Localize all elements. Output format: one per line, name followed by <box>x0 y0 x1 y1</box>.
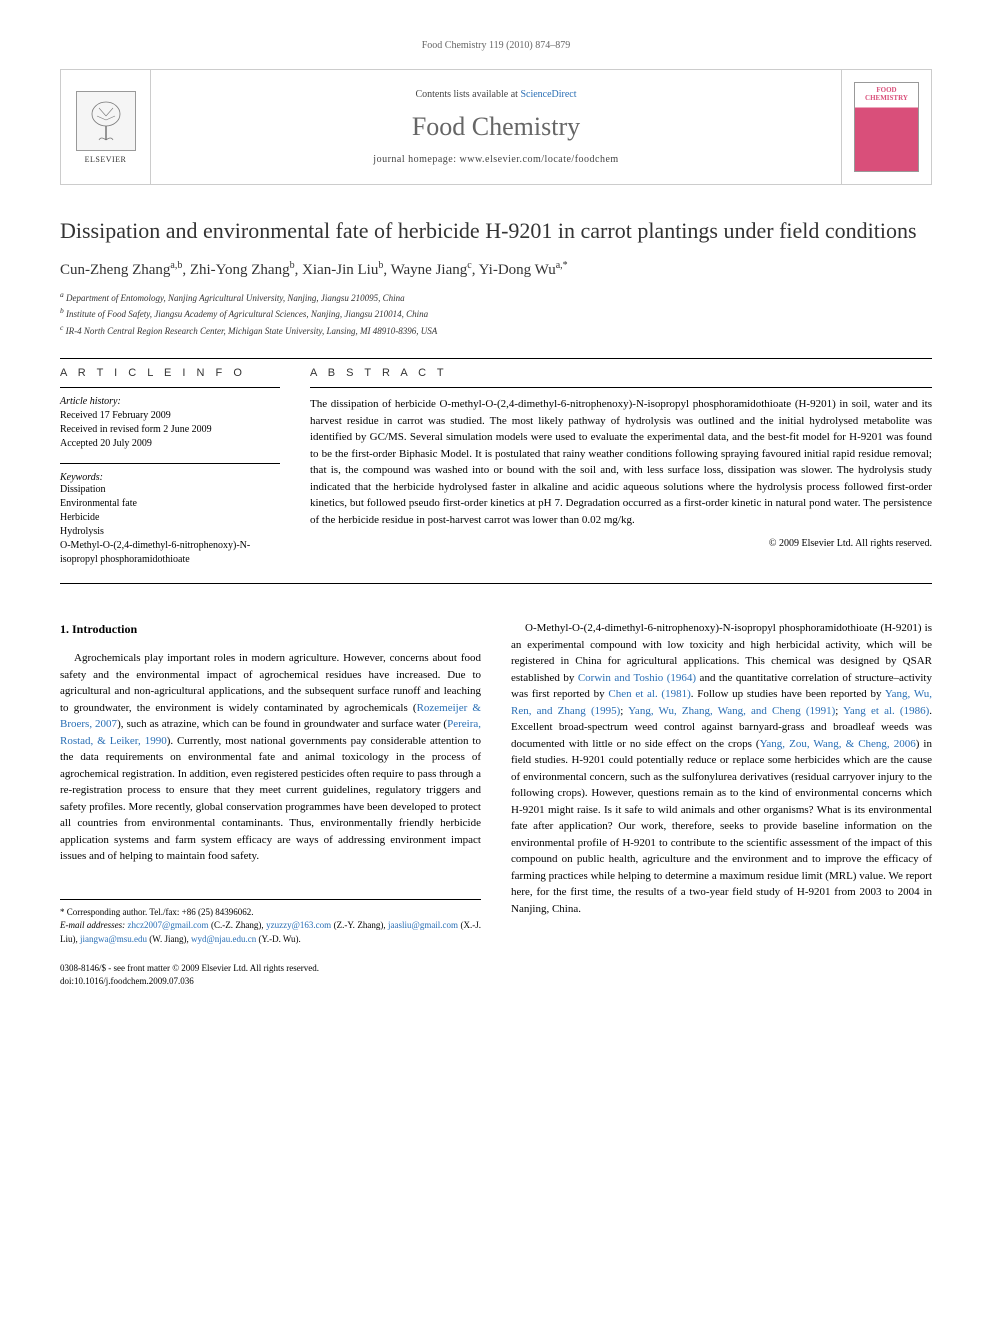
contents-line: Contents lists available at ScienceDirec… <box>161 89 831 100</box>
journal-cover: FOOD CHEMISTRY <box>841 70 931 184</box>
citation-link[interactable]: Yang et al. (1986) <box>843 705 929 717</box>
abstract-copyright: © 2009 Elsevier Ltd. All rights reserved… <box>310 538 932 549</box>
abstract-divider <box>310 387 932 388</box>
affiliations: a Department of Entomology, Nanjing Agri… <box>60 289 932 339</box>
email-link[interactable]: zhcz2007@gmail.com <box>128 920 209 930</box>
running-head: Food Chemistry 119 (2010) 874–879 <box>60 40 932 51</box>
citation-link[interactable]: Yang, Zou, Wang, & Cheng, 2006 <box>760 738 916 750</box>
article-title: Dissipation and environmental fate of he… <box>60 217 932 246</box>
section-1-heading: 1. Introduction <box>60 620 481 638</box>
divider-bottom <box>60 583 932 584</box>
affiliation: c IR-4 North Central Region Research Cen… <box>60 322 932 339</box>
info-divider-1 <box>60 387 280 388</box>
author: Yi-Dong Wua,* <box>479 262 568 278</box>
footer-line-2: doi:10.1016/j.foodchem.2009.07.036 <box>60 975 932 988</box>
keyword: Hydrolysis <box>60 525 280 539</box>
contents-prefix: Contents lists available at <box>415 89 520 100</box>
journal-header: ELSEVIER Contents lists available at Sci… <box>60 69 932 185</box>
cover-thumbnail: FOOD CHEMISTRY <box>854 82 919 172</box>
elsevier-tree-icon <box>76 91 136 151</box>
keywords-label: Keywords: <box>60 472 280 483</box>
affiliation: b Institute of Food Safety, Jiangsu Acad… <box>60 305 932 322</box>
cover-title: FOOD CHEMISTRY <box>855 87 918 102</box>
citation-link[interactable]: Corwin and Toshio (1964) <box>578 672 696 684</box>
email-link[interactable]: jaasliu@gmail.com <box>388 920 458 930</box>
intro-para-1: Agrochemicals play important roles in mo… <box>60 650 481 865</box>
author: Zhi-Yong Zhangb <box>190 262 295 278</box>
abstract: A B S T R A C T The dissipation of herbi… <box>310 367 932 567</box>
homepage-line: journal homepage: www.elsevier.com/locat… <box>161 154 831 165</box>
info-divider-2 <box>60 463 280 464</box>
author: Cun-Zheng Zhanga,b <box>60 262 182 278</box>
author: Wayne Jiangc <box>391 262 472 278</box>
keyword: O-Methyl-O-(2,4-dimethyl-6-nitrophenoxy)… <box>60 539 280 567</box>
elsevier-logo: ELSEVIER <box>61 70 151 184</box>
email-link[interactable]: jiangwa@msu.edu <box>80 934 147 944</box>
keyword: Dissipation <box>60 483 280 497</box>
email-link[interactable]: yzuzzy@163.com <box>266 920 331 930</box>
citation-link[interactable]: Rozemeijer & Broers, 2007 <box>60 702 481 731</box>
citation-link[interactable]: Chen et al. (1981) <box>608 688 690 700</box>
homepage-url[interactable]: www.elsevier.com/locate/foodchem <box>460 154 619 165</box>
citation-link[interactable]: Yang, Wu, Zhang, Wang, and Cheng (1991) <box>628 705 835 717</box>
info-heading: A R T I C L E I N F O <box>60 367 280 379</box>
affiliation: a Department of Entomology, Nanjing Agri… <box>60 289 932 306</box>
homepage-prefix: journal homepage: <box>373 154 459 165</box>
abstract-heading: A B S T R A C T <box>310 367 932 379</box>
history-item: Accepted 20 July 2009 <box>60 437 280 451</box>
footer-line-1: 0308-8146/$ - see front matter © 2009 El… <box>60 962 932 975</box>
body-col-left: 1. Introduction Agrochemicals play impor… <box>60 620 481 946</box>
info-abstract-row: A R T I C L E I N F O Article history: R… <box>60 367 932 567</box>
article-info: A R T I C L E I N F O Article history: R… <box>60 367 280 567</box>
email-link[interactable]: wyd@njau.edu.cn <box>191 934 256 944</box>
journal-name: Food Chemistry <box>161 112 831 142</box>
email-addresses: E-mail addresses: zhcz2007@gmail.com (C.… <box>60 919 481 946</box>
authors: Cun-Zheng Zhanga,b, Zhi-Yong Zhangb, Xia… <box>60 260 932 279</box>
history-item: Received in revised form 2 June 2009 <box>60 423 280 437</box>
header-center: Contents lists available at ScienceDirec… <box>151 70 841 184</box>
elsevier-label: ELSEVIER <box>85 155 127 164</box>
footnotes: * Corresponding author. Tel./fax: +86 (2… <box>60 899 481 947</box>
emails-label: E-mail addresses: <box>60 920 125 930</box>
keyword: Herbicide <box>60 511 280 525</box>
keyword: Environmental fate <box>60 497 280 511</box>
footer: 0308-8146/$ - see front matter © 2009 El… <box>60 962 932 987</box>
intro-para-2: O-Methyl-O-(2,4-dimethyl-6-nitrophenoxy)… <box>511 620 932 917</box>
divider-top <box>60 358 932 359</box>
body-col-right: O-Methyl-O-(2,4-dimethyl-6-nitrophenoxy)… <box>511 620 932 946</box>
history-item: Received 17 February 2009 <box>60 409 280 423</box>
body-columns: 1. Introduction Agrochemicals play impor… <box>60 620 932 946</box>
history-label: Article history: <box>60 396 280 407</box>
author: Xian-Jin Liub <box>302 262 383 278</box>
abstract-text: The dissipation of herbicide O-methyl-O-… <box>310 396 932 528</box>
page: Food Chemistry 119 (2010) 874–879 ELSEVI… <box>0 0 992 1017</box>
citation-link[interactable]: Pereira, Rostad, & Leiker, 1990 <box>60 718 481 747</box>
sciencedirect-link[interactable]: ScienceDirect <box>520 89 576 100</box>
corresponding-author: * Corresponding author. Tel./fax: +86 (2… <box>60 906 481 920</box>
